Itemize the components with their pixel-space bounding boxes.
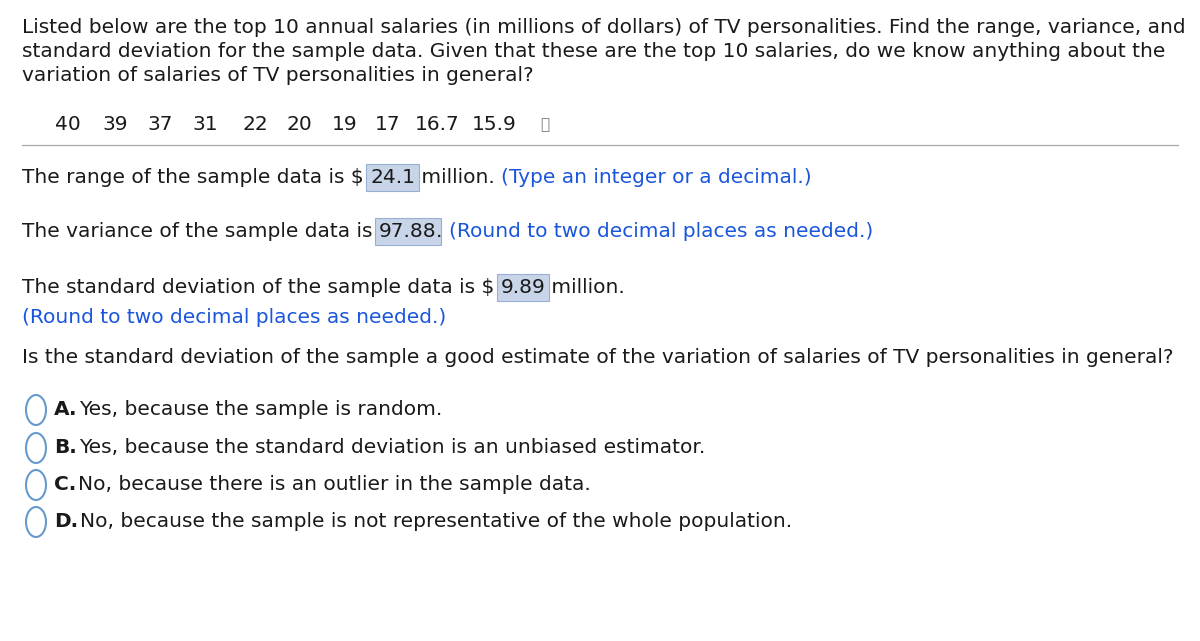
Text: D.: D. [54, 512, 78, 531]
Text: .: . [437, 222, 449, 241]
Text: 16.7: 16.7 [415, 115, 460, 134]
Text: Listed below are the top 10 annual salaries (in millions of dollars) of TV perso: Listed below are the top 10 annual salar… [22, 18, 1186, 37]
Text: standard deviation for the sample data. Given that these are the top 10 salaries: standard deviation for the sample data. … [22, 42, 1165, 61]
Text: B.: B. [54, 438, 77, 457]
Text: The standard deviation of the sample data is $: The standard deviation of the sample dat… [22, 278, 500, 297]
Text: No, because there is an outlier in the sample data.: No, because there is an outlier in the s… [78, 475, 592, 494]
Text: 9.89: 9.89 [500, 278, 545, 297]
Text: Yes, because the standard deviation is an unbiased estimator.: Yes, because the standard deviation is a… [79, 438, 706, 457]
Text: The variance of the sample data is: The variance of the sample data is [22, 222, 379, 241]
Text: 20: 20 [287, 115, 313, 134]
Text: 15.9: 15.9 [472, 115, 517, 134]
Text: 24.1: 24.1 [370, 168, 415, 187]
Text: ⎘: ⎘ [540, 117, 550, 132]
Text: 19: 19 [332, 115, 358, 134]
Text: (Round to two decimal places as needed.): (Round to two decimal places as needed.) [22, 308, 446, 327]
Text: 40: 40 [55, 115, 80, 134]
Text: million.: million. [415, 168, 502, 187]
Text: 31: 31 [192, 115, 217, 134]
Text: C.: C. [54, 475, 77, 494]
Text: Yes, because the sample is random.: Yes, because the sample is random. [79, 400, 443, 419]
Text: million.: million. [545, 278, 625, 297]
Text: Is the standard deviation of the sample a good estimate of the variation of sala: Is the standard deviation of the sample … [22, 348, 1174, 367]
Text: variation of salaries of TV personalities in general?: variation of salaries of TV personalitie… [22, 66, 534, 85]
Text: 97.88: 97.88 [379, 222, 437, 241]
Text: No, because the sample is not representative of the whole population.: No, because the sample is not representa… [80, 512, 792, 531]
Text: 17: 17 [374, 115, 401, 134]
Text: (Type an integer or a decimal.): (Type an integer or a decimal.) [502, 168, 811, 187]
Text: The range of the sample data is $: The range of the sample data is $ [22, 168, 370, 187]
Text: 39: 39 [102, 115, 127, 134]
Text: A.: A. [54, 400, 78, 419]
Text: 37: 37 [148, 115, 173, 134]
Text: 22: 22 [242, 115, 268, 134]
Text: (Round to two decimal places as needed.): (Round to two decimal places as needed.) [449, 222, 874, 241]
